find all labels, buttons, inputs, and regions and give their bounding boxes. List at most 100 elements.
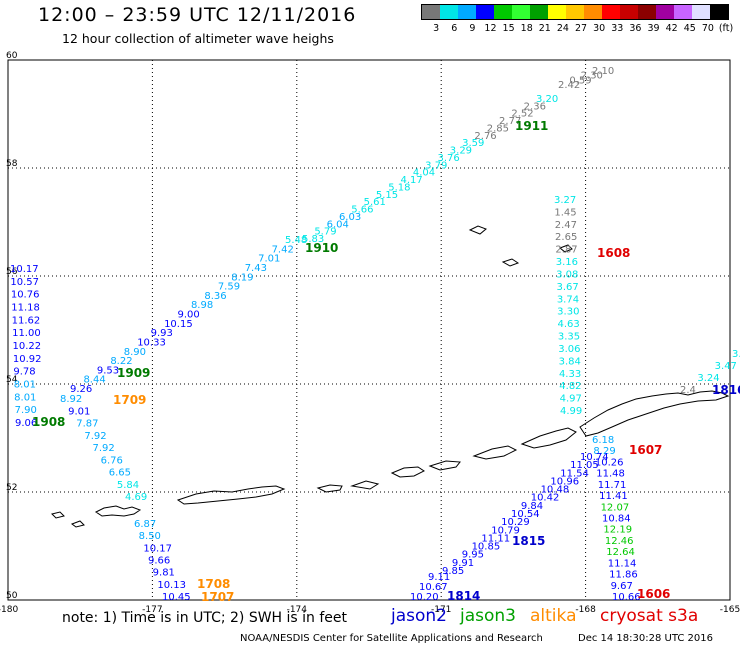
wave-height-value: 11.48 [596, 469, 625, 480]
wave-height-value: 2.65 [555, 232, 577, 243]
wave-height-value: 10.54 [511, 509, 540, 520]
coastline [501, 258, 520, 267]
wave-height-value: 9.66 [148, 556, 170, 567]
wave-height-value: 11.54 [560, 468, 589, 479]
color-scale-label: 30 [593, 23, 606, 34]
wave-height-value: 11.18 [11, 303, 40, 314]
wave-height-value: 10.29 [501, 517, 530, 528]
wave-height-value: 2.4 [680, 385, 696, 396]
wave-height-value: 3.20 [536, 94, 558, 105]
wave-height-value: 5.79 [314, 227, 336, 238]
wave-height-value: 10.85 [472, 542, 501, 553]
wave-height-value: 2.42 [558, 80, 580, 91]
wave-height-value: 9.95 [462, 550, 484, 561]
map-title: 12:00 – 23:59 UTC 12/11/2016 [38, 4, 357, 26]
latitude-tick-label: 58 [6, 159, 18, 169]
wave-height-value: 8.98 [191, 300, 213, 311]
color-scale-swatch [494, 5, 512, 19]
wave-height-value: 5.15 [376, 190, 398, 201]
color-scale-label: 45 [683, 23, 696, 34]
wave-height-value: 6.76 [101, 455, 123, 466]
wave-height-value: 8.29 [593, 446, 615, 457]
wave-height-value: 2.36 [524, 101, 546, 112]
wave-height-value: 10.92 [13, 354, 42, 365]
wave-height-value: 12.64 [606, 547, 635, 558]
color-scale-label: 70 [701, 23, 714, 34]
wave-height-value: 3.59 [462, 138, 484, 149]
wave-height-value: 9.85 [442, 566, 464, 577]
wave-height-value: 4.04 [413, 168, 435, 179]
pass-time-label: 1709 [113, 393, 146, 407]
longitude-tick-label: -177 [142, 605, 162, 615]
wave-height-value: 4.17 [401, 175, 423, 186]
wave-height-value: 10.57 [10, 277, 39, 288]
longitude-tick-label: -180 [0, 605, 18, 615]
color-scale-label: 36 [629, 23, 642, 34]
color-scale-label: 6 [451, 23, 458, 34]
wave-height-value: 12.07 [601, 502, 630, 513]
wave-height-value: 2.47 [555, 220, 577, 231]
color-scale-label: 21 [538, 23, 551, 34]
coastline [428, 460, 461, 471]
pass-time-label: 1910 [305, 241, 338, 255]
wave-height-value: 3.16 [556, 257, 578, 268]
color-scale-label: (ft) [718, 23, 734, 34]
wave-height-value: 9.06 [15, 418, 37, 429]
wave-height-value: 8.50 [139, 531, 161, 542]
color-scale-label: 27 [575, 23, 588, 34]
wave-height-value: 3.08 [556, 269, 578, 280]
color-scale-swatch [584, 5, 602, 19]
wave-height-value: 2.76 [474, 131, 496, 142]
wave-height-value: 4.99 [560, 406, 582, 417]
wave-height-value: 9.26 [70, 384, 92, 395]
pass-time-label: 1708 [197, 577, 230, 591]
wave-height-value: 11.11 [481, 533, 510, 544]
wave-height-value: 3.24 [697, 373, 719, 384]
color-scale-swatch [692, 5, 710, 19]
latitude-tick-label: 60 [6, 51, 18, 61]
map-frame [7, 59, 731, 601]
wave-height-value: 10.33 [137, 337, 166, 348]
wave-height-value: 9.84 [521, 501, 543, 512]
longitude-tick-label: -171 [431, 605, 451, 615]
wave-height-value: 2.10 [592, 66, 614, 77]
wave-height-value: 8.36 [204, 291, 226, 302]
wave-height-value: 8.90 [124, 347, 146, 358]
pass-time-label: 1814 [447, 589, 480, 603]
coastline [520, 427, 577, 449]
color-scale-label: 3 [433, 23, 440, 34]
wave-height-value: 5.18 [388, 182, 410, 193]
longitude-tick-label: -174 [287, 605, 308, 615]
wave-height-value: 0.59 [569, 75, 591, 86]
wave-height-value: 10.67 [419, 582, 448, 593]
wave-height-value: 3.84 [559, 356, 581, 367]
coastline [390, 466, 425, 478]
wave-height-value: 7.87 [76, 419, 98, 430]
wave-height-value: 3.32 [732, 349, 740, 360]
color-scale-bar [421, 4, 729, 20]
coastline [559, 244, 573, 253]
color-scale-swatch [422, 5, 440, 19]
color-scale-swatch [458, 5, 476, 19]
wave-height-value: 6.87 [134, 519, 156, 530]
wave-height-value: 8.19 [231, 272, 253, 283]
pass-time-label: 1707 [201, 590, 234, 604]
color-scale-label: 33 [611, 23, 624, 34]
longitude-tick-label: -168 [575, 605, 596, 615]
wave-height-value: 4.63 [558, 319, 580, 330]
pass-time-label: 1911 [515, 119, 548, 133]
coastline [579, 390, 730, 437]
color-scale-swatch [638, 5, 656, 19]
wave-height-value: 7.92 [84, 431, 106, 442]
color-scale-label: 15 [502, 23, 515, 34]
color-scale-label: 24 [556, 23, 569, 34]
wave-height-value: 4.82 [559, 381, 581, 392]
pass-time-label: 1908 [32, 415, 65, 429]
color-scale-swatch [602, 5, 620, 19]
color-scale-labels: 3 6 9 12 15 18 21 24 27 30 33 36 39 42 45 70 (ft) [421, 23, 733, 35]
wave-height-value: 2.87 [555, 245, 577, 256]
wave-height-value: 4.33 [559, 369, 581, 380]
coastline [70, 520, 85, 528]
wave-height-value: 4.69 [125, 492, 147, 503]
wave-height-value: 3.74 [557, 294, 579, 305]
